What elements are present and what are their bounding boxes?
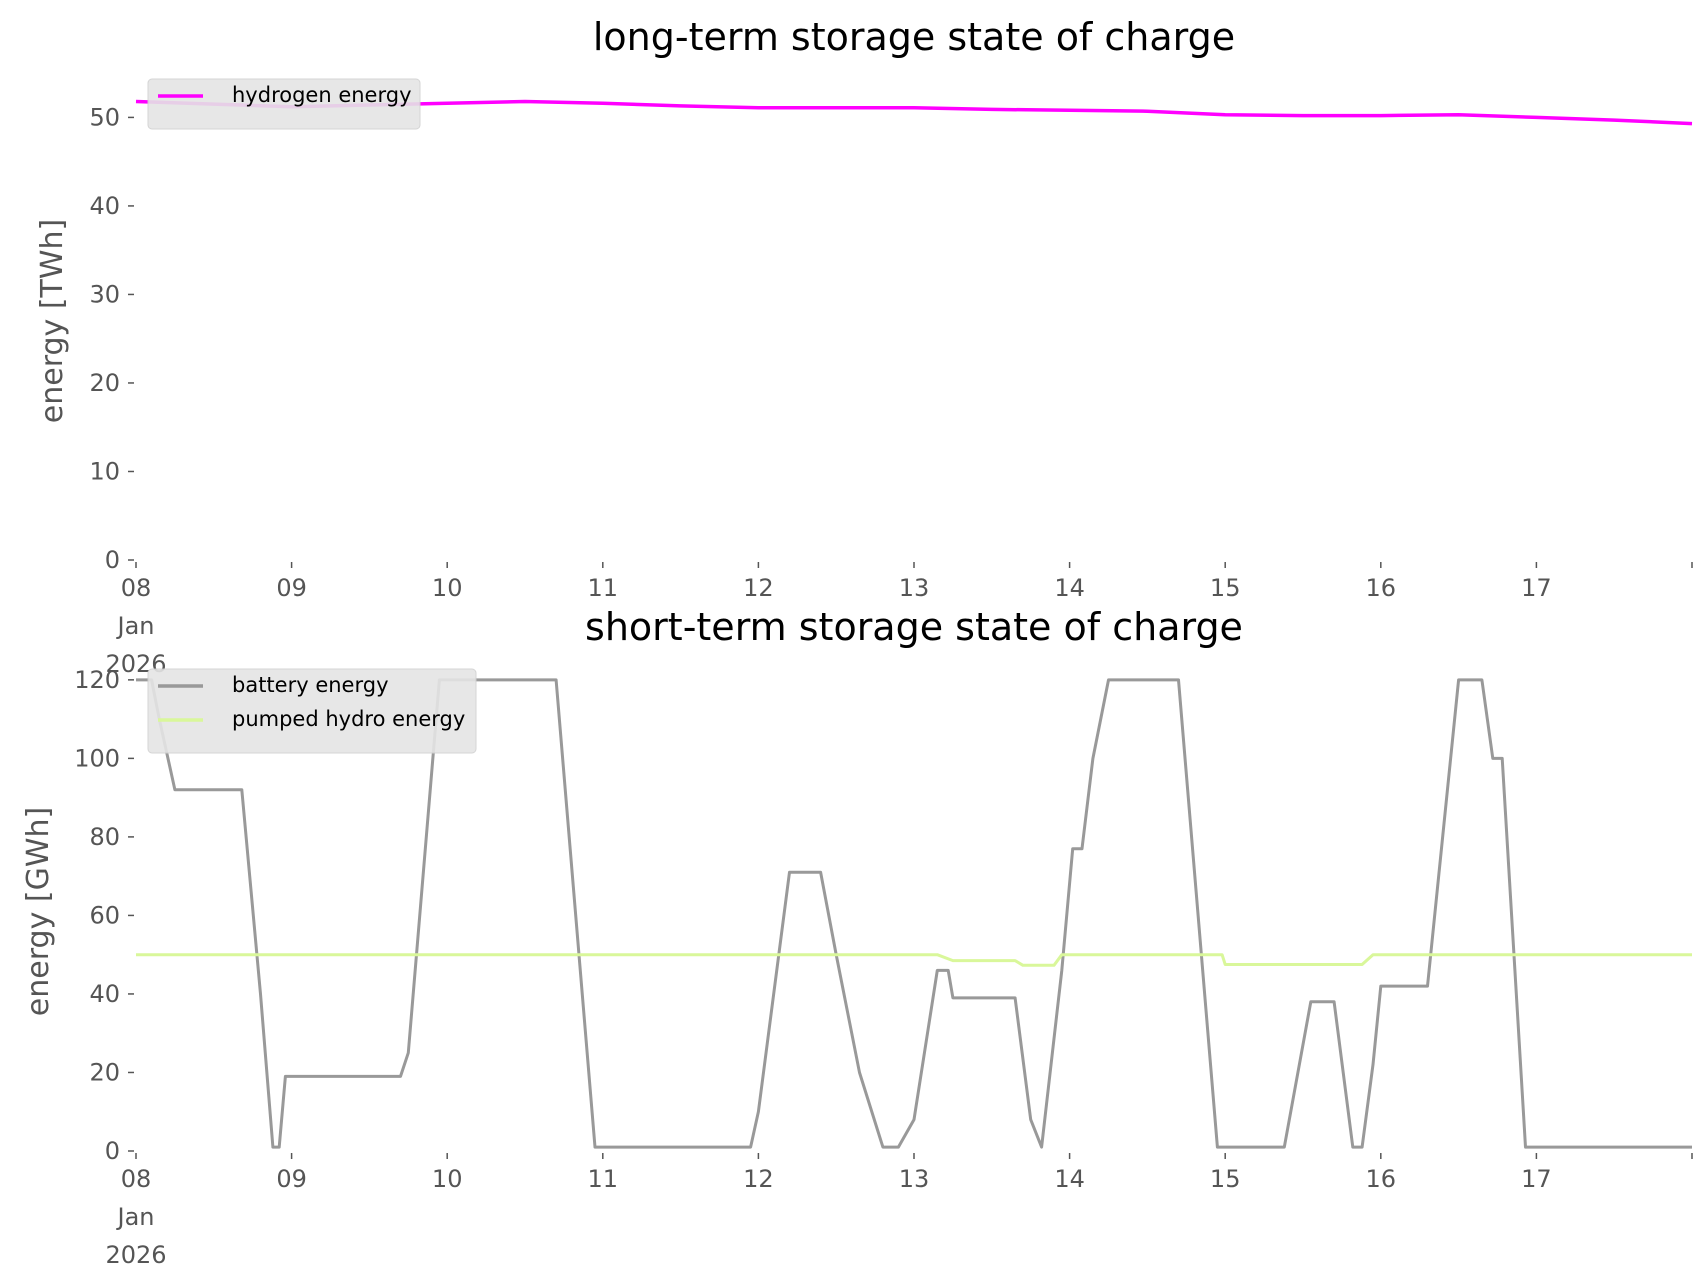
series-line-2 [136,953,1692,967]
x-tick-label-line: 10 [432,574,463,602]
x-tick-label: 17 [1521,1165,1552,1193]
x-tick-label: 08 Jan 2026 [105,1165,166,1269]
x-tick-label-line: Jan [116,612,155,640]
y-tick-label: 0 [105,546,120,574]
x-tick-label: 16 [1366,1165,1397,1193]
legend-box [147,78,421,130]
y-tick-label: 50 [89,103,120,131]
legend: battery energy pumped hydro energy [147,668,477,754]
legend-label: hydrogen energy [232,83,412,107]
x-tick-label-line: 11 [588,1165,619,1193]
y-tick-label: 0 [105,1137,120,1165]
x-tick-label-line: 16 [1366,574,1397,602]
x-tick-label: 13 [899,1165,930,1193]
y-tick-label: 80 [89,823,120,851]
x-tick-label: 13 [899,574,930,602]
legend-box [147,668,477,754]
y-tick-label: 100 [74,744,120,772]
x-tick-label-line: 2026 [105,1241,166,1269]
legend-label: battery energy [232,673,389,697]
y-tick-label: 20 [89,369,120,397]
x-tick-label: 09 [276,1165,307,1193]
x-tick-label: 15 [1210,1165,1241,1193]
x-tick-label-line: 15 [1210,574,1241,602]
y-tick-label: 40 [89,192,120,220]
x-tick-label: 14 [1054,574,1085,602]
x-tick-label: 09 [276,574,307,602]
y-tick-label: 30 [89,280,120,308]
x-tick-label: 11 [588,1165,619,1193]
x-tick-label-line: 17 [1521,574,1552,602]
y-tick-label: 60 [89,901,120,929]
x-tick-label-line: 16 [1366,1165,1397,1193]
x-tick-label-line: 08 [121,1165,152,1193]
x-tick-label-line: 15 [1210,1165,1241,1193]
x-tick-label-line: 14 [1054,574,1085,602]
x-tick-label-line: 12 [743,574,774,602]
x-tick-label: 11 [588,574,619,602]
x-tick-label-line: 08 [121,574,152,602]
y-tick-label: 10 [89,457,120,485]
x-tick-label: 14 [1054,1165,1085,1193]
x-tick-label: 15 [1210,574,1241,602]
chart-2: short-term storage state of charge energy… [21,605,1693,1269]
x-tick-label-line: 14 [1054,1165,1085,1193]
chart-1: long-term storage state of charge energy … [35,15,1693,678]
y-tick-label: 120 [74,666,120,694]
y-axis-label: energy [TWh] [35,219,70,423]
legend: hydrogen energy [147,78,421,130]
legend-label: pumped hydro energy [232,707,465,731]
x-tick-label: 12 [743,574,774,602]
x-tick-label-line: 09 [276,1165,307,1193]
y-tick-label: 40 [89,980,120,1008]
x-tick-label-line: 13 [899,574,930,602]
x-tick-label-line: 10 [432,1165,463,1193]
x-tick-label-line: 13 [899,1165,930,1193]
series-line-1 [136,678,1692,1149]
x-tick-label-line: Jan [116,1203,155,1231]
x-tick-label: 12 [743,1165,774,1193]
x-tick-label: 16 [1366,574,1397,602]
x-tick-label-line: 12 [743,1165,774,1193]
y-tick-label: 20 [89,1058,120,1086]
x-tick-label-line: 09 [276,574,307,602]
x-tick-label: 08 Jan 2026 [105,574,166,678]
x-tick-label-line: 11 [588,574,619,602]
chart-title: long-term storage state of charge [593,15,1235,59]
x-tick-label-line: 17 [1521,1165,1552,1193]
x-tick-label: 10 [432,574,463,602]
chart-title: short-term storage state of charge [585,605,1243,649]
x-tick-label: 10 [432,1165,463,1193]
x-tick-label: 17 [1521,574,1552,602]
y-axis-label: energy [GWh] [21,807,56,1016]
